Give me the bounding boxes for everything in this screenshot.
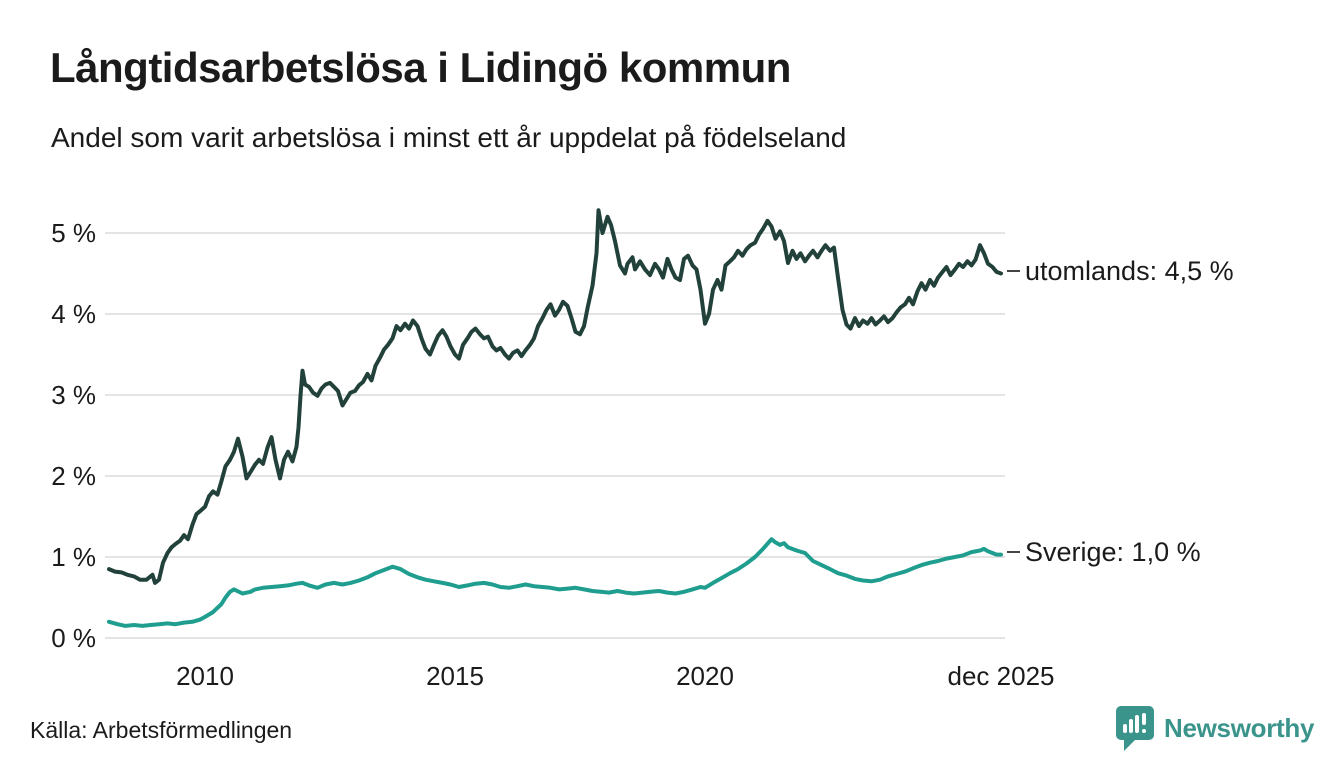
series-line-utomlands [107, 208, 1003, 585]
y-axis-tick-label: 3 % [51, 380, 96, 410]
y-axis-tick-label: 0 % [51, 623, 96, 653]
series-end-label-sverige: Sverige: 1,0 % [1007, 537, 1201, 568]
y-axis-tick-label: 4 % [51, 299, 96, 329]
leader-dash [1007, 551, 1020, 554]
y-axis-tick-label: 2 % [51, 461, 96, 491]
x-axis-tick-label: 2020 [676, 661, 734, 691]
leader-dash [1007, 270, 1020, 272]
x-axis-tick-label: dec 2025 [947, 661, 1055, 691]
chart-subtitle: Andel som varit arbetslösa i minst ett å… [51, 122, 847, 153]
series-line-sverige [107, 537, 1003, 628]
chart-speech-bubble-icon [1116, 706, 1154, 751]
source-note: Källa: Arbetsförmedlingen [30, 717, 293, 743]
series-end-label-text: Sverige: 1,0 % [1025, 536, 1201, 567]
x-axis-tick-label: 2015 [426, 661, 484, 691]
y-axis-tick-label: 1 % [51, 542, 96, 572]
page-title: Långtidsarbetslösa i Lidingö kommun [50, 44, 791, 91]
newsworthy-logo: Newsworthy [1116, 706, 1314, 752]
y-axis-tick-label: 5 % [51, 218, 96, 248]
series-end-label-utomlands: utomlands: 4,5 % [1007, 256, 1234, 287]
series-end-label-text: utomlands: 4,5 % [1025, 255, 1234, 286]
brand-name: Newsworthy [1164, 713, 1315, 743]
x-axis-tick-label: 2010 [176, 661, 234, 691]
